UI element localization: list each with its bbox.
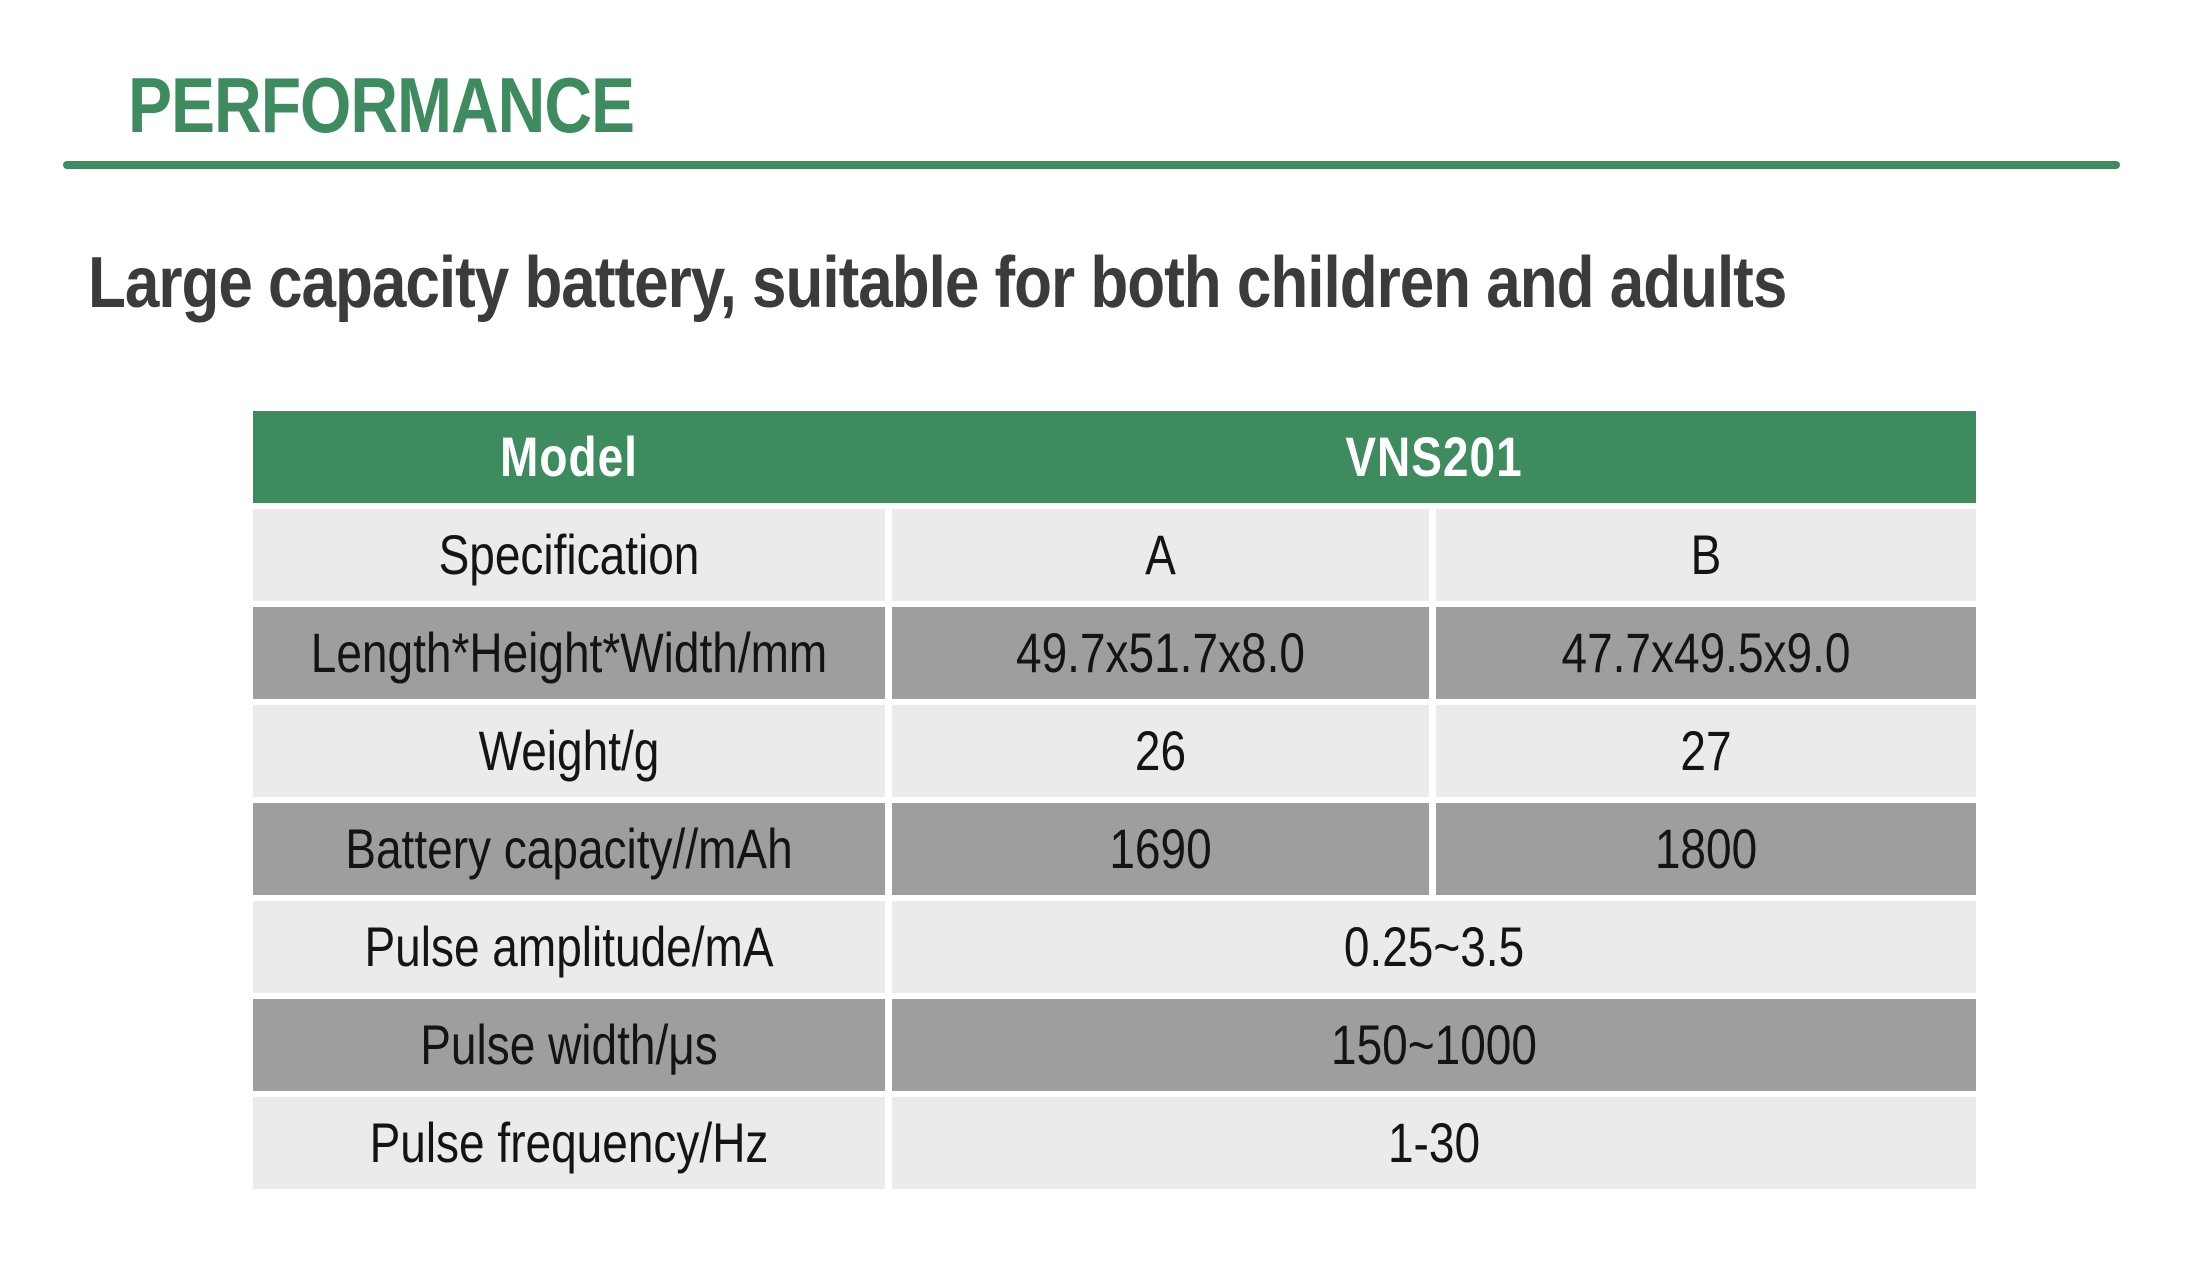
row-battery-capacity-a: 1690 — [892, 803, 1429, 895]
row-dimensions-b: 47.7x49.5x9.0 — [1436, 607, 1976, 699]
row-label-dimensions: Length*Height*Width/mm — [253, 607, 885, 699]
row-label-battery-capacity: Battery capacity//mAh — [253, 803, 885, 895]
row-specification-b: B — [1436, 509, 1976, 601]
header-model-value: VNS201 — [1345, 425, 1523, 489]
row-battery-capacity-b: 1800 — [1436, 803, 1976, 895]
row-label-weight: Weight/g — [253, 705, 885, 797]
section-title-underline — [63, 161, 2120, 169]
row-label-pulse-frequency: Pulse frequency/Hz — [253, 1097, 885, 1189]
headline: Large capacity battery, suitable for bot… — [88, 243, 1787, 324]
row-specification-a: A — [892, 509, 1429, 601]
spec-table: Model VNS201 Specification A B Length*He… — [253, 411, 1976, 1189]
section-title: PERFORMANCE — [128, 61, 635, 149]
row-label-pulse-width: Pulse width/μs — [253, 999, 885, 1091]
row-label-pulse-amplitude: Pulse amplitude/mA — [253, 901, 885, 993]
row-pulse-width-value: 150~1000 — [892, 999, 1976, 1091]
row-weight-b: 27 — [1436, 705, 1976, 797]
row-pulse-frequency-value: 1-30 — [892, 1097, 1976, 1189]
row-dimensions-a: 49.7x51.7x8.0 — [892, 607, 1429, 699]
table-header-row: Model VNS201 — [253, 411, 1976, 503]
row-weight-a: 26 — [892, 705, 1429, 797]
header-model-label: Model — [500, 425, 638, 489]
row-pulse-amplitude-value: 0.25~3.5 — [892, 901, 1976, 993]
row-label-specification: Specification — [253, 509, 885, 601]
